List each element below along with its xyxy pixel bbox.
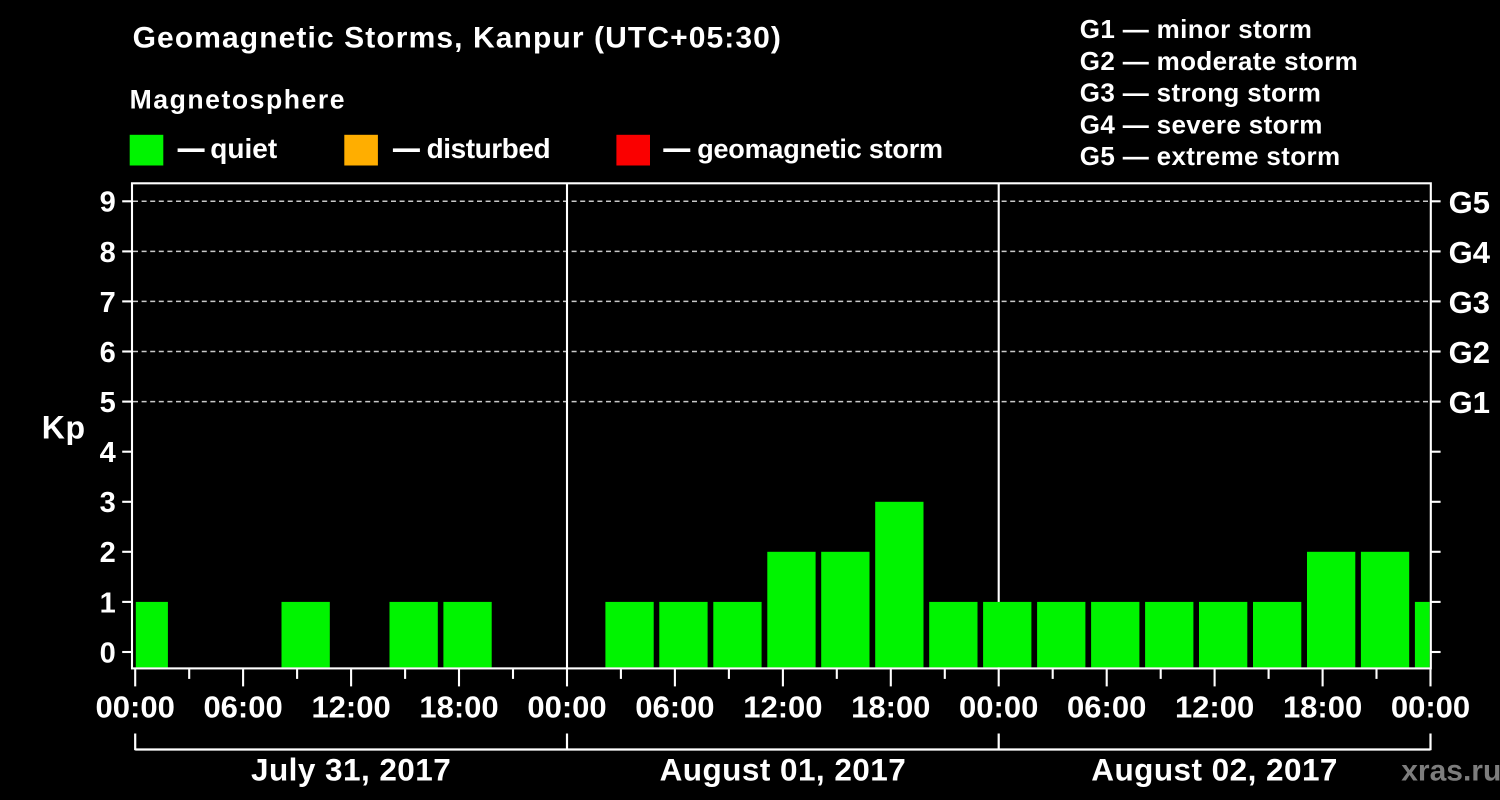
svg-text:00:00: 00:00 [959,690,1038,725]
svg-text:August 02, 2017: August 02, 2017 [1091,752,1338,788]
svg-text:9: 9 [100,187,116,219]
svg-text:6: 6 [100,337,116,369]
svg-text:quiet: quiet [210,133,277,164]
svg-text:06:00: 06:00 [635,690,714,725]
svg-text:xras.ru: xras.ru [1401,754,1500,787]
svg-text:00:00: 00:00 [96,690,175,725]
svg-text:G3: G3 [1449,285,1490,320]
svg-text:8: 8 [100,237,116,269]
svg-text:7: 7 [100,287,116,319]
svg-text:00:00: 00:00 [527,690,606,725]
svg-text:G5 — extreme storm: G5 — extreme storm [1080,141,1341,171]
svg-text:G2 — moderate storm: G2 — moderate storm [1080,46,1358,76]
svg-text:G5: G5 [1449,185,1490,220]
svg-text:1: 1 [100,587,116,619]
svg-text:G2: G2 [1449,335,1490,370]
svg-text:G3 — strong storm: G3 — strong storm [1080,78,1321,108]
svg-text:5: 5 [100,387,116,419]
svg-text:August 01, 2017: August 01, 2017 [660,752,907,788]
svg-text:12:00: 12:00 [311,690,390,725]
svg-text:06:00: 06:00 [1067,690,1146,725]
svg-text:Kp: Kp [42,409,86,445]
svg-text:July 31, 2017: July 31, 2017 [251,752,451,788]
svg-text:12:00: 12:00 [743,690,822,725]
svg-text:G1 — minor storm: G1 — minor storm [1080,14,1312,44]
svg-text:2: 2 [100,537,116,569]
svg-text:G4: G4 [1449,235,1491,270]
svg-text:G4 — severe storm: G4 — severe storm [1080,109,1323,139]
svg-text:geomagnetic storm: geomagnetic storm [697,134,943,164]
svg-text:18:00: 18:00 [1283,690,1362,725]
svg-text:0: 0 [100,637,116,669]
svg-text:G1: G1 [1449,385,1490,420]
svg-text:12:00: 12:00 [1175,690,1254,725]
svg-text:4: 4 [100,437,116,469]
svg-text:Geomagnetic Storms, Kanpur (UT: Geomagnetic Storms, Kanpur (UTC+05:30) [133,22,782,55]
svg-text:18:00: 18:00 [851,690,930,725]
svg-text:00:00: 00:00 [1391,690,1470,725]
svg-text:3: 3 [100,487,116,519]
svg-text:disturbed: disturbed [427,133,551,164]
svg-text:Magnetosphere: Magnetosphere [130,85,346,115]
svg-text:18:00: 18:00 [419,690,498,725]
svg-text:06:00: 06:00 [203,690,282,725]
